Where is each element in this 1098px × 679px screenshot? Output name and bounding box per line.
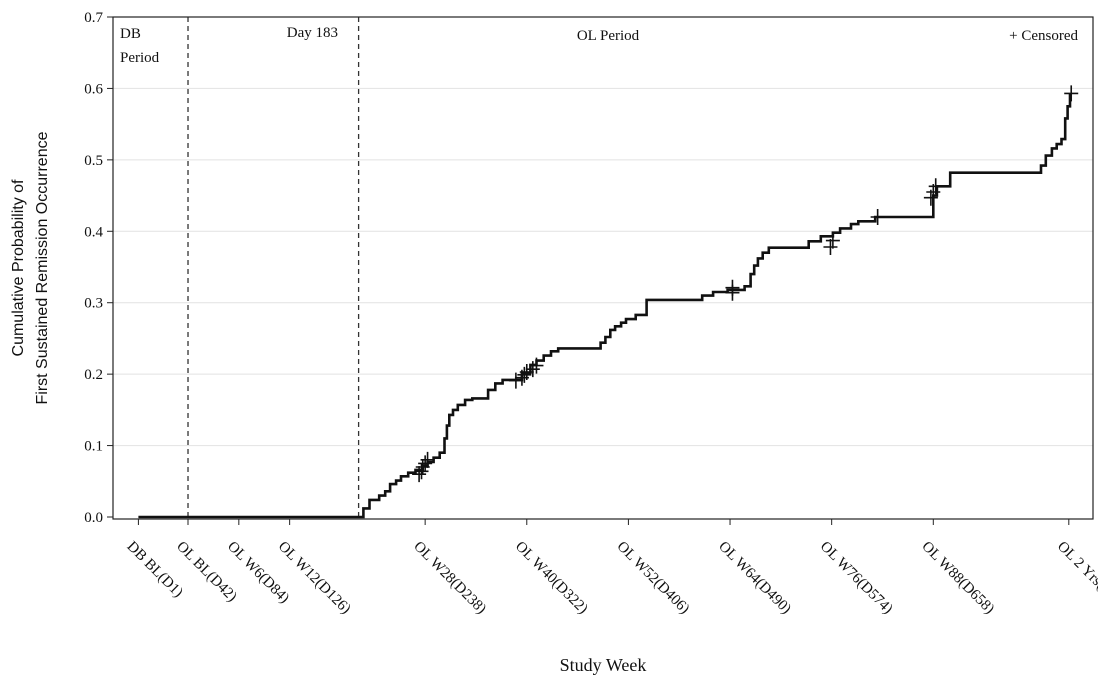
plot-frame	[112, 16, 1094, 520]
db-period-label-line1: DB	[120, 26, 141, 42]
censored-marker	[1064, 85, 1079, 102]
x-tick-label: OL W64(D490)	[715, 539, 794, 618]
x-tick-label: OL 2 Yrs(D770)	[1054, 539, 1098, 620]
x-tick-label: OL W12(D126)	[275, 539, 354, 618]
x-tick-label: OL W88(D658)	[918, 539, 997, 618]
censored-marker	[418, 455, 433, 472]
y-tick-label: 0.2	[84, 367, 103, 383]
censored-marker	[823, 239, 838, 255]
x-tick-label: OL W28(D238)	[410, 539, 489, 618]
censored-marker	[412, 466, 427, 483]
y-tick-label: 0.3	[84, 296, 103, 312]
censored-marker	[928, 178, 943, 195]
x-tick-label: OL W52(D406)	[614, 539, 693, 618]
censored-marker	[420, 451, 435, 468]
y-tick-label: 0.0	[84, 510, 103, 526]
censored-marker	[525, 361, 540, 378]
day183-label: Day 183	[287, 25, 338, 41]
x-axis: DB BL(D1)OL BL(D42)OL W6(D84)OL W12(D126…	[124, 519, 1098, 620]
censored-marker	[825, 232, 840, 249]
gridlines	[113, 87, 1093, 447]
series-step-line	[138, 93, 1072, 519]
y-tick-label: 0.5	[84, 153, 103, 169]
ol-period-label: OL Period	[577, 28, 640, 44]
x-tick-label: OL W76(D574)	[817, 539, 896, 618]
censored-marker	[519, 364, 534, 380]
censored-legend: + Censored	[1009, 28, 1078, 44]
y-tick-label: 0.4	[84, 224, 103, 240]
censored-marker	[517, 366, 532, 383]
censored-marker	[529, 357, 544, 374]
db-period-label-line2: Period	[120, 50, 160, 66]
y-tick-label: 0.7	[84, 10, 103, 26]
y-tick-label: 0.6	[84, 81, 103, 97]
km-step-line	[138, 93, 1072, 519]
y-axis-title-line1: Cumulative Probability of	[10, 179, 27, 357]
y-axis: 0.0 0.1 0.2 0.3 0.4 0.5 0.6 0.7	[84, 10, 113, 526]
reference-lines	[187, 17, 360, 519]
censored-markers	[412, 85, 1079, 483]
censored-marker	[725, 279, 740, 296]
y-axis-title-line2: First Sustained Remission Occurrence	[34, 131, 51, 404]
censored-marker	[508, 372, 523, 389]
censored-marker	[414, 463, 429, 480]
x-tick-label: OL W40(D322)	[512, 539, 591, 618]
x-axis-title: Study Week	[560, 655, 647, 675]
censored-marker	[870, 209, 885, 225]
y-tick-label: 0.1	[84, 439, 103, 455]
